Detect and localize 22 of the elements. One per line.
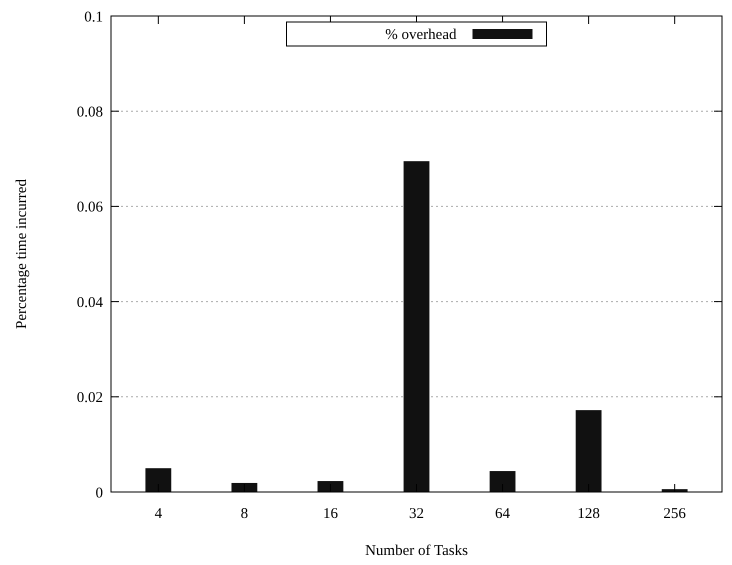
x-tick-label: 128 <box>577 506 600 522</box>
x-tick-label: 64 <box>495 506 511 522</box>
legend-label: % overhead <box>385 27 457 43</box>
y-tick-label: 0.1 <box>84 9 103 26</box>
x-tick-label: 8 <box>240 506 248 522</box>
y-tick-label: 0 <box>96 485 103 502</box>
bar <box>145 468 172 492</box>
bar <box>318 481 344 492</box>
x-tick-label: 32 <box>409 506 424 522</box>
bar <box>231 482 258 492</box>
bar <box>576 410 602 492</box>
bar <box>404 161 430 492</box>
y-tick-label: 0.08 <box>76 104 103 120</box>
x-tick-label: 16 <box>322 506 338 522</box>
bar <box>490 471 516 492</box>
x-axis-title: Number of Tasks <box>365 543 468 559</box>
y-axis-title: Percentage time incurred <box>14 178 30 329</box>
x-tick-label: 256 <box>663 506 686 522</box>
y-tick-label: 0.04 <box>76 294 104 311</box>
x-tick-label: 4 <box>154 506 163 522</box>
y-tick-label: 0.06 <box>76 200 104 216</box>
y-tick-label: 0.02 <box>76 390 103 406</box>
